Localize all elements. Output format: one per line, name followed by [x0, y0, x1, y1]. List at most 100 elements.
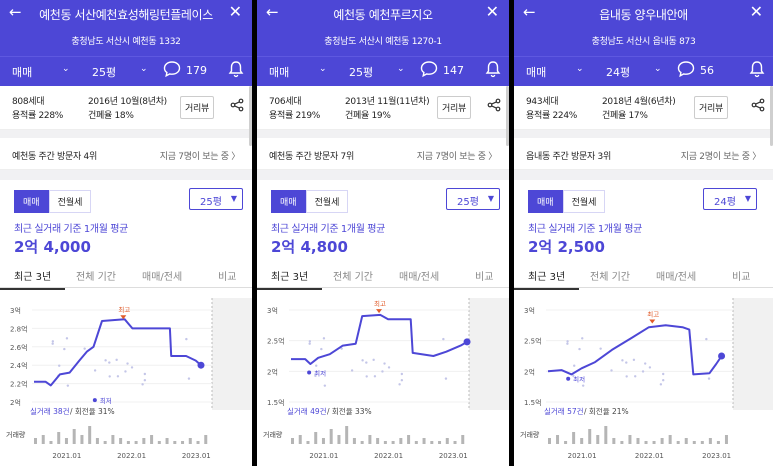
chevron-down-icon: ⌄ — [654, 64, 662, 74]
close-icon[interactable]: ✕ — [749, 2, 763, 21]
tab-sale-jeonse[interactable]: 매매/전세 — [656, 272, 697, 283]
back-arrow-icon[interactable]: ← — [266, 3, 279, 21]
viewing-now[interactable]: 지금 2명이 보는 중 〉 — [680, 152, 762, 162]
scrollbar[interactable] — [770, 86, 773, 146]
close-icon[interactable]: ✕ — [228, 2, 242, 21]
tab-compare[interactable]: 비교 — [732, 272, 751, 283]
deal-dot — [381, 370, 384, 373]
viewing-now[interactable]: 지금 7명이 보는 중 〉 — [159, 152, 241, 162]
complex-title: 예천동 예천푸르지오 — [333, 8, 433, 22]
volume-bar — [49, 441, 53, 444]
back-arrow-icon[interactable]: ← — [9, 3, 22, 21]
tab-all-period[interactable]: 전체 기간 — [76, 272, 116, 283]
tab-compare[interactable]: 비교 — [218, 272, 237, 283]
chat-bubble-icon[interactable] — [420, 60, 438, 81]
visitor-rank-row[interactable]: 예천동 주간 방문자 4위 지금 7명이 보는 중 〉 — [0, 138, 252, 170]
trade-type-select[interactable]: 매매 — [269, 66, 290, 79]
tab-recent-3y[interactable]: 최근 3년 — [514, 268, 580, 290]
price-line — [291, 313, 468, 365]
deal-dot — [659, 383, 663, 386]
trade-type-select[interactable]: 매매 — [526, 66, 547, 79]
y-tick-label: 3억 — [524, 307, 535, 315]
low-marker — [92, 398, 97, 403]
share-icon[interactable] — [751, 98, 765, 115]
avg-price: 2억 4,000 — [14, 238, 91, 256]
deal-dot — [58, 364, 61, 367]
scrollbar[interactable] — [249, 86, 252, 146]
size-dropdown[interactable]: 25평 ▼ — [446, 188, 500, 210]
chat-bubble-icon[interactable] — [163, 60, 181, 81]
street-view-button[interactable]: 거리뷰 — [694, 96, 728, 119]
bell-icon[interactable] — [485, 60, 501, 81]
bell-icon[interactable] — [749, 60, 765, 81]
deal-dot — [634, 375, 637, 378]
tab-recent-3y[interactable]: 최근 3년 — [257, 268, 323, 290]
price-chart[interactable]: 3억 2.5억 2억 1.5억 최고 최저 실거래 57건 / 회전율 21% 거래량 2021.… — [514, 290, 773, 466]
volume-bar — [399, 438, 403, 444]
deal-dot — [361, 359, 364, 362]
x-tick-label: 2022.01 — [635, 452, 664, 460]
back-arrow-icon[interactable]: ← — [523, 3, 536, 21]
size-select[interactable]: 25평 — [349, 66, 374, 79]
chevron-down-icon: ⌄ — [62, 64, 70, 74]
scrollbar[interactable] — [506, 86, 509, 146]
volume-bar — [556, 435, 560, 444]
sale-tab[interactable]: 매매 — [528, 190, 563, 213]
street-view-button[interactable]: 거리뷰 — [437, 96, 471, 119]
tab-all-period[interactable]: 전체 기간 — [333, 272, 373, 283]
low-label: 최저 — [100, 396, 112, 405]
turnover-rate: / 회전율 21% — [584, 406, 629, 416]
volume-bar — [337, 435, 341, 444]
price-chart[interactable]: 3억 2.8억 2.6억 2.4억 2.2억 2억 최고 최저 실거래 38건 / 회전율 31%… — [0, 290, 252, 466]
tab-recent-3y[interactable]: 최근 3년 — [0, 268, 66, 290]
volume-bar — [306, 441, 310, 444]
volume-bar — [461, 435, 465, 444]
deal-dot — [320, 347, 323, 351]
volume-bar — [724, 435, 728, 444]
y-tick-label: 2.5억 — [267, 338, 285, 346]
size-dropdown[interactable]: 24평 ▼ — [703, 188, 757, 210]
share-icon[interactable] — [230, 98, 244, 115]
volume-bar — [564, 441, 568, 444]
sale-tab[interactable]: 매매 — [271, 190, 306, 213]
sale-tab[interactable]: 매매 — [14, 190, 49, 213]
rent-tab[interactable]: 전월세 — [305, 190, 349, 213]
coverage-ratio: 건폐율 19% — [345, 111, 391, 121]
caret-down-icon: ▼ — [744, 194, 751, 203]
volume-label: 거래량 — [520, 430, 540, 439]
street-view-button[interactable]: 거리뷰 — [180, 96, 214, 119]
visitor-rank-row[interactable]: 예천동 주간 방문자 7위 지금 7명이 보는 중 〉 — [257, 138, 509, 170]
trade-type-select[interactable]: 매매 — [12, 66, 33, 79]
volume-bar — [150, 435, 154, 444]
share-icon[interactable] — [487, 98, 501, 115]
y-tick-label: 2억 — [10, 399, 21, 407]
price-chart[interactable]: 3억 2.5억 2억 1.5억 최고 최저 실거래 49건 / 회전율 33% 거래량 2021.… — [257, 290, 509, 466]
tab-sale-jeonse[interactable]: 매매/전세 — [142, 272, 183, 283]
visitor-rank-row[interactable]: 읍내동 주간 방문자 3위 지금 2명이 보는 중 〉 — [514, 138, 773, 170]
header: ← 읍내동 양우내안애 ✕ 충청남도 서산시 읍내동 873 — [514, 0, 773, 56]
size-select[interactable]: 24평 — [606, 66, 631, 79]
volume-bar — [383, 441, 387, 444]
volume-bar — [345, 426, 349, 444]
chevron-down-icon: ⌄ — [397, 64, 405, 74]
avg-label: 최근 실거래 기준 1개월 평균 — [271, 224, 385, 235]
close-icon[interactable]: ✕ — [485, 2, 499, 21]
tab-compare[interactable]: 비교 — [475, 272, 494, 283]
deal-dot — [93, 369, 97, 372]
bell-icon[interactable] — [228, 60, 244, 81]
rent-tab[interactable]: 전월세 — [48, 190, 92, 213]
deal-dot — [707, 377, 711, 380]
chat-bubble-icon[interactable] — [677, 60, 695, 81]
tab-all-period[interactable]: 전체 기간 — [590, 272, 630, 283]
viewing-now[interactable]: 지금 7명이 보는 중 〉 — [416, 152, 498, 162]
size-select[interactable]: 25평 — [92, 66, 117, 79]
deal-dot — [116, 375, 120, 378]
size-dropdown[interactable]: 25평 ▼ — [189, 188, 243, 210]
built-date: 2016년 10월(8년차) — [88, 97, 167, 107]
rent-tab[interactable]: 전월세 — [562, 190, 606, 213]
deal-dot — [51, 342, 54, 345]
deal-dot — [365, 361, 368, 364]
deal-dot — [644, 362, 647, 365]
tab-sale-jeonse[interactable]: 매매/전세 — [399, 272, 440, 283]
turnover-rate: / 회전율 33% — [327, 406, 372, 416]
